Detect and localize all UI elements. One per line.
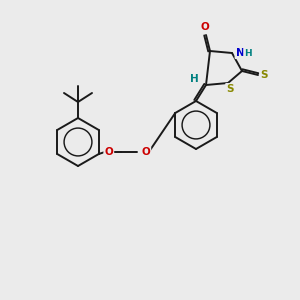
- Text: O: O: [201, 22, 209, 32]
- Text: S: S: [226, 84, 234, 94]
- Text: O: O: [104, 147, 113, 157]
- Text: H: H: [244, 49, 252, 58]
- Text: N: N: [236, 48, 244, 58]
- Text: H: H: [190, 74, 198, 84]
- Text: S: S: [260, 70, 268, 80]
- Text: O: O: [141, 147, 150, 157]
